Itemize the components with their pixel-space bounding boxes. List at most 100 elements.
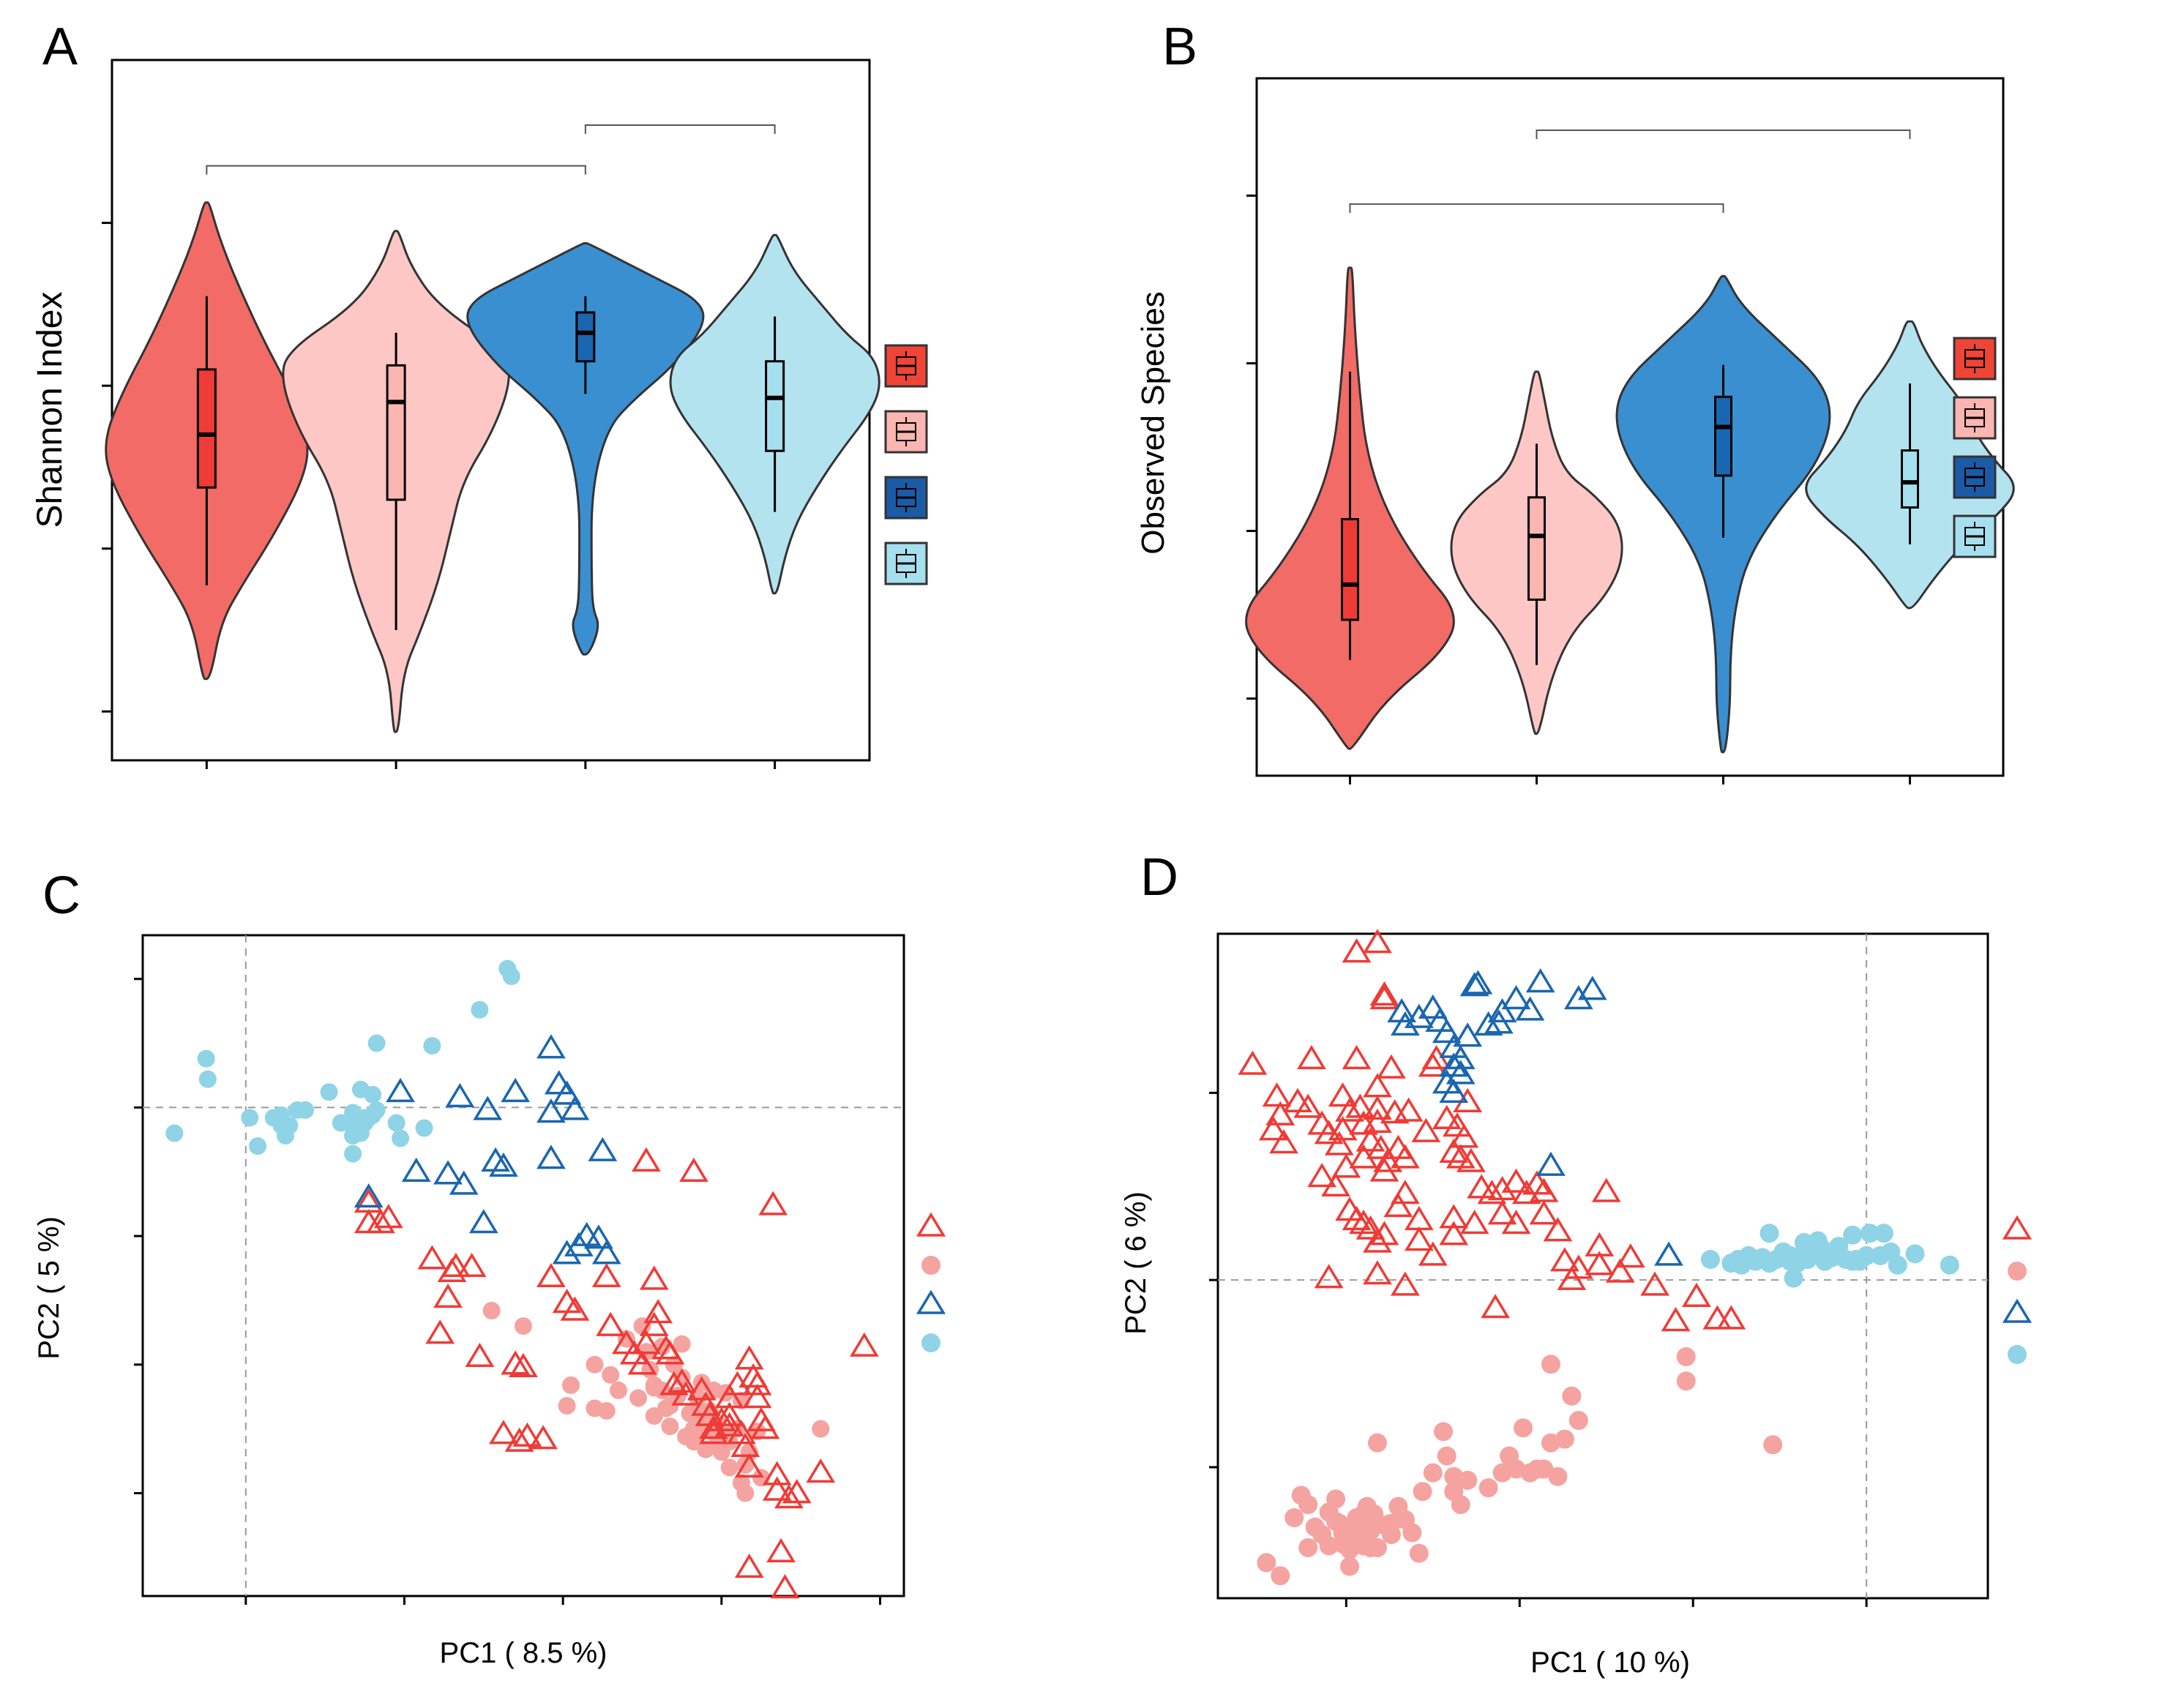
- point-la-equine: [502, 967, 520, 986]
- point-ha-human: [1377, 1054, 1406, 1079]
- point-ha-equine: [449, 1170, 479, 1195]
- legend-key-la-human: [2008, 1262, 2027, 1281]
- point-la-human: [1676, 1371, 1696, 1391]
- point-ha-human: [632, 1147, 661, 1172]
- point-ha-human: [1335, 1097, 1364, 1122]
- point-ha-human: [627, 1350, 657, 1375]
- point-ha-human: [639, 1265, 669, 1290]
- point-ha-human: [509, 1352, 538, 1378]
- point-la-equine: [1829, 1237, 1849, 1256]
- point-ha-human: [1321, 1172, 1351, 1197]
- point-ha-human: [1269, 1129, 1298, 1154]
- chart-marks: [134, 935, 904, 1605]
- point-la-equine: [1843, 1225, 1863, 1245]
- point-ha-human: [699, 1415, 728, 1439]
- legends: [884, 337, 2032, 1364]
- point-ha-human: [758, 1191, 788, 1215]
- point-ha-human: [659, 1371, 689, 1396]
- point-la-human: [597, 1402, 616, 1420]
- point-ha-equine: [401, 1157, 431, 1182]
- point-la-human: [1562, 1386, 1582, 1406]
- point-ha-human: [560, 1296, 590, 1321]
- point-ha-human: [1293, 1093, 1323, 1118]
- point-ha-equine: [1473, 1011, 1503, 1036]
- x-axis-label: PC1 ( 8.5 %): [440, 1637, 607, 1669]
- point-la-equine: [356, 1109, 374, 1127]
- point-ha-equine: [1453, 1022, 1483, 1047]
- point-ha-human: [1383, 1193, 1413, 1218]
- point-ha-human: [1328, 1116, 1358, 1141]
- point-la-human: [1284, 1508, 1304, 1528]
- point-la-human: [1423, 1463, 1443, 1483]
- point-la-human: [1458, 1470, 1478, 1490]
- point-la-human: [1402, 1523, 1422, 1543]
- point-ha-equine: [433, 1160, 463, 1185]
- point-ha-human: [742, 1371, 772, 1396]
- point-ha-human: [1501, 1168, 1531, 1193]
- point-ha-human: [1404, 1205, 1434, 1231]
- point-la-human: [1354, 1504, 1374, 1524]
- point-ha-human: [734, 1553, 764, 1578]
- point-ha-human: [457, 1252, 487, 1278]
- panel-letter-b: B: [1162, 18, 1197, 76]
- point-la-equine: [392, 1129, 410, 1147]
- point-ha-human: [1342, 938, 1372, 963]
- point-ha-human: [596, 1311, 626, 1336]
- point-ha-human: [1369, 981, 1399, 1006]
- point-la-equine: [423, 1037, 441, 1055]
- violin-chart-observed-species: Observed Species: [1135, 77, 2015, 784]
- chart-marks: [102, 124, 880, 769]
- point-ha-human: [655, 1340, 685, 1365]
- point-la-human: [602, 1366, 620, 1384]
- point-ha-human: [1265, 1101, 1295, 1125]
- point-la-equine: [1888, 1255, 1907, 1275]
- point-la-equine: [198, 1070, 217, 1088]
- point-ha-equine: [354, 1183, 384, 1208]
- box-ha-human: [196, 368, 217, 489]
- point-ha-human: [1390, 1180, 1420, 1205]
- y-axis-label: PC2 ( 6 %): [1120, 1191, 1152, 1335]
- y-axis-label: Observed Species: [1135, 291, 1171, 555]
- point-la-equine: [320, 1083, 338, 1101]
- point-la-equine: [1794, 1233, 1814, 1253]
- point-ha-human: [1439, 1204, 1469, 1229]
- point-ha-human: [433, 1284, 463, 1308]
- point-ha-human: [1529, 1200, 1559, 1225]
- point-ha-human: [1456, 1147, 1486, 1172]
- point-ha-equine: [1487, 998, 1517, 1023]
- point-ha-human: [1394, 1097, 1424, 1122]
- point-ha-equine: [588, 1136, 618, 1161]
- point-la-human: [1257, 1553, 1276, 1573]
- significance-bracket: [206, 165, 586, 175]
- point-la-human: [515, 1317, 532, 1336]
- point-ha-equine: [1418, 994, 1448, 1019]
- point-ha-equine: [1432, 1069, 1462, 1094]
- significance-bracket: [1536, 130, 1911, 140]
- point-ha-equine: [552, 1240, 582, 1265]
- point-la-human: [1676, 1347, 1696, 1367]
- point-ha-human: [1390, 1144, 1420, 1169]
- point-ha-human: [1363, 1228, 1392, 1253]
- point-la-equine: [415, 1119, 433, 1137]
- point-ha-human: [714, 1401, 744, 1426]
- point-la-human: [1568, 1411, 1588, 1431]
- point-la-human: [1451, 1495, 1470, 1515]
- point-ha-human: [591, 1262, 621, 1288]
- point-ha-human: [373, 1204, 403, 1229]
- point-ha-human: [1390, 1271, 1420, 1296]
- point-ha-human: [714, 1412, 744, 1436]
- point-ha-human: [1363, 1260, 1392, 1285]
- point-ha-human: [1481, 1294, 1510, 1319]
- point-ha-human: [1355, 1215, 1385, 1240]
- point-ha-human: [528, 1425, 558, 1450]
- point-ha-human: [1328, 1082, 1358, 1107]
- point-ha-human: [632, 1330, 661, 1355]
- point-la-equine: [1874, 1224, 1893, 1243]
- point-ha-human: [1702, 1305, 1732, 1330]
- point-la-equine: [280, 1117, 299, 1135]
- point-ha-human: [849, 1332, 879, 1357]
- point-la-equine: [249, 1137, 267, 1155]
- point-la-equine: [165, 1124, 184, 1142]
- point-ha-equine: [1432, 1019, 1462, 1044]
